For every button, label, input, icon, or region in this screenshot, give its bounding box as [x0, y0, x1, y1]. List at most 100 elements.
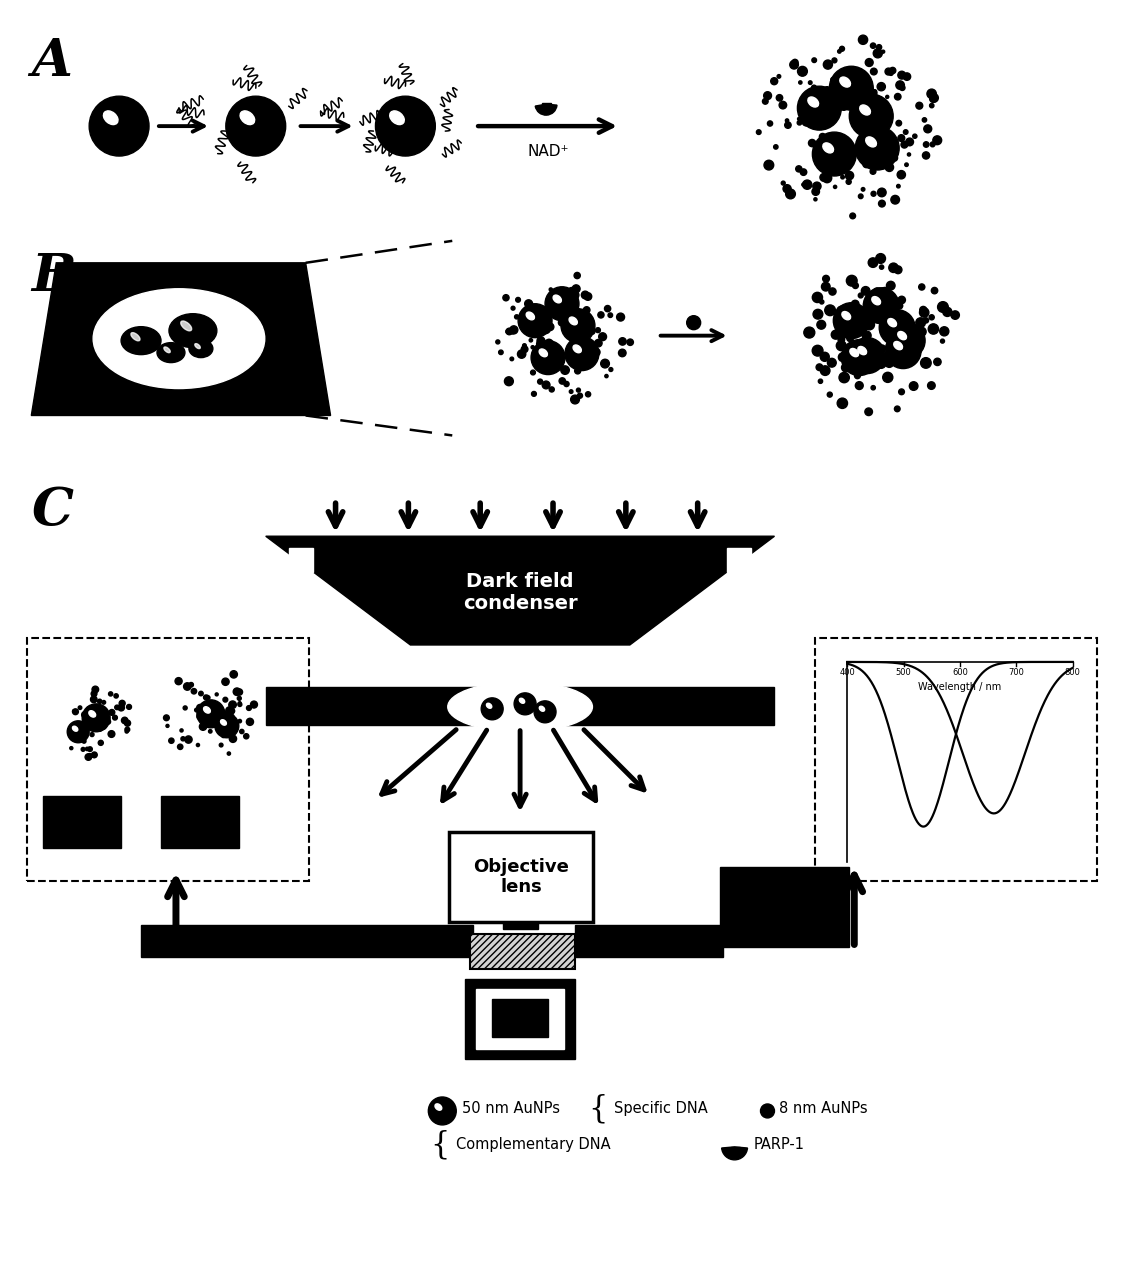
Circle shape — [547, 347, 554, 354]
Circle shape — [564, 382, 569, 387]
Circle shape — [819, 174, 828, 181]
Circle shape — [870, 294, 881, 304]
Circle shape — [872, 137, 881, 147]
Circle shape — [943, 307, 952, 317]
Text: PARP-1: PARP-1 — [753, 1137, 805, 1153]
Circle shape — [91, 691, 97, 696]
Circle shape — [864, 94, 869, 98]
Circle shape — [549, 313, 552, 316]
Circle shape — [609, 368, 613, 372]
Circle shape — [863, 288, 899, 323]
Circle shape — [850, 337, 886, 374]
Circle shape — [898, 134, 905, 142]
Circle shape — [571, 396, 580, 404]
Circle shape — [118, 704, 125, 711]
Circle shape — [841, 145, 847, 152]
Circle shape — [841, 340, 877, 375]
Circle shape — [852, 364, 859, 370]
Circle shape — [761, 1104, 774, 1118]
Circle shape — [510, 326, 518, 333]
Ellipse shape — [169, 313, 217, 347]
Bar — [726, 548, 751, 572]
Ellipse shape — [808, 96, 818, 107]
Ellipse shape — [189, 340, 212, 358]
Circle shape — [70, 747, 73, 749]
Circle shape — [87, 706, 91, 711]
Circle shape — [199, 713, 205, 719]
Circle shape — [230, 671, 237, 678]
Circle shape — [931, 142, 935, 147]
Circle shape — [797, 86, 841, 131]
Circle shape — [832, 112, 835, 115]
Circle shape — [873, 48, 882, 58]
Circle shape — [845, 171, 853, 180]
Circle shape — [842, 363, 850, 372]
Circle shape — [238, 702, 242, 706]
Circle shape — [915, 335, 923, 344]
Circle shape — [882, 325, 887, 330]
Circle shape — [891, 335, 896, 340]
Circle shape — [930, 104, 934, 108]
Circle shape — [816, 94, 819, 98]
Circle shape — [545, 346, 553, 354]
Circle shape — [536, 350, 544, 358]
Circle shape — [827, 142, 834, 148]
Circle shape — [209, 729, 212, 733]
Circle shape — [867, 306, 873, 312]
Bar — [477, 989, 564, 1049]
Circle shape — [812, 85, 816, 90]
Circle shape — [537, 379, 543, 384]
Circle shape — [531, 346, 534, 349]
Circle shape — [871, 90, 877, 96]
Circle shape — [511, 307, 515, 311]
Circle shape — [517, 350, 526, 359]
Circle shape — [896, 120, 901, 126]
Circle shape — [803, 180, 812, 189]
Circle shape — [191, 689, 197, 694]
Circle shape — [228, 723, 232, 725]
Circle shape — [863, 137, 870, 143]
Circle shape — [221, 678, 229, 686]
Text: A: A — [31, 37, 72, 87]
Ellipse shape — [573, 345, 581, 353]
Circle shape — [872, 90, 877, 94]
Circle shape — [545, 287, 579, 321]
Circle shape — [927, 89, 936, 99]
Circle shape — [559, 320, 565, 326]
Circle shape — [874, 146, 880, 152]
Text: Objective
lens: Objective lens — [473, 857, 569, 896]
Circle shape — [830, 162, 837, 170]
Circle shape — [798, 118, 800, 120]
Circle shape — [895, 314, 899, 318]
Circle shape — [798, 66, 807, 76]
Ellipse shape — [540, 349, 547, 356]
Circle shape — [81, 747, 85, 751]
Circle shape — [569, 389, 573, 393]
Circle shape — [864, 408, 872, 416]
Circle shape — [859, 293, 863, 298]
Circle shape — [927, 382, 935, 389]
Wedge shape — [535, 104, 558, 115]
Circle shape — [862, 331, 871, 340]
Circle shape — [496, 340, 500, 344]
Circle shape — [125, 730, 128, 733]
Circle shape — [882, 373, 892, 383]
Circle shape — [109, 692, 112, 696]
Circle shape — [212, 719, 219, 725]
Ellipse shape — [487, 704, 492, 709]
Ellipse shape — [888, 318, 897, 327]
Circle shape — [238, 701, 242, 705]
Circle shape — [75, 724, 80, 728]
Circle shape — [813, 309, 823, 320]
Ellipse shape — [865, 137, 877, 147]
Circle shape — [92, 686, 99, 692]
Circle shape — [861, 188, 864, 191]
Circle shape — [112, 715, 117, 720]
Circle shape — [506, 328, 513, 335]
Circle shape — [797, 120, 801, 126]
Circle shape — [599, 332, 607, 341]
Circle shape — [840, 47, 844, 51]
Circle shape — [830, 66, 873, 110]
Circle shape — [98, 699, 102, 704]
Circle shape — [850, 213, 855, 219]
